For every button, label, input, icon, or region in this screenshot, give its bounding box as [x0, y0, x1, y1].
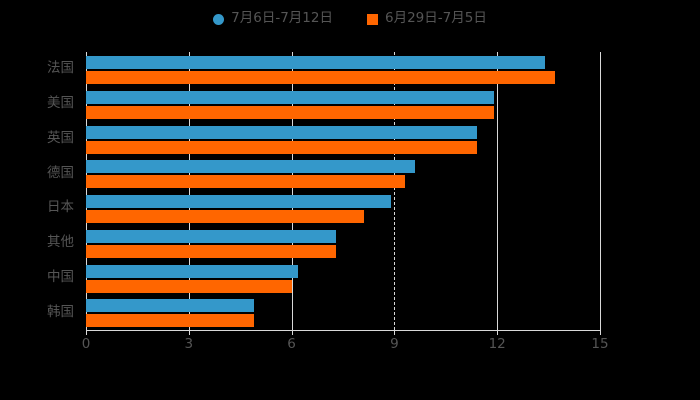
bar-日本-series-1[interactable] — [86, 210, 364, 223]
bar-法国-series-0[interactable] — [86, 56, 546, 69]
bar-韩国-series-0[interactable] — [86, 299, 254, 313]
x-axis-tick — [394, 330, 396, 335]
x-axis-tick-label: 6 — [287, 336, 296, 352]
x-axis-tick — [497, 330, 499, 335]
x-gridline — [291, 52, 293, 330]
x-gridline — [394, 52, 396, 330]
x-axis-tick — [600, 330, 601, 335]
y-axis-label-5: 其他 — [47, 234, 74, 251]
x-gridline — [188, 52, 190, 330]
legend-circle-marker-icon — [213, 13, 225, 25]
x-axis-tick-label: 3 — [184, 336, 194, 352]
bar-韩国-series-1[interactable] — [86, 314, 254, 328]
y-axis-label-3: 德国 — [47, 164, 74, 181]
y-axis-label-0: 法国 — [47, 60, 74, 77]
x-axis-tick — [86, 330, 87, 335]
x-axis-tick-label: 0 — [81, 336, 91, 352]
legend-square-marker-icon — [367, 13, 378, 25]
y-axis-label-2: 英国 — [47, 129, 74, 146]
bar-group — [86, 299, 600, 330]
y-axis-label-4: 日本 — [47, 199, 74, 216]
bar-group — [86, 195, 600, 226]
x-gridline — [600, 52, 601, 330]
bar-法国-series-1[interactable] — [86, 71, 556, 84]
x-axis-tick-label: 9 — [390, 336, 399, 352]
bar-group — [86, 125, 600, 157]
x-axis-tick — [188, 330, 190, 335]
y-axis-label-1: 美国 — [47, 95, 74, 112]
bar-其他-series-0[interactable] — [86, 229, 337, 243]
bar-group — [86, 56, 600, 87]
legend-label-series-1: 6月29日-7月5日 — [385, 10, 487, 27]
y-axis-label-7: 韩国 — [47, 303, 74, 320]
bar-其他-series-1[interactable] — [86, 244, 337, 258]
x-axis-line — [86, 330, 601, 331]
bar-美国-series-1[interactable] — [86, 105, 494, 119]
bar-德国-series-1[interactable] — [86, 175, 405, 189]
x-axis-tick-label: 12 — [488, 336, 506, 352]
bar-英国-series-0[interactable] — [86, 125, 477, 139]
legend-label-series-0: 7月6日-7月12日 — [231, 10, 333, 27]
y-axis-label-6: 中国 — [47, 268, 74, 285]
legend-item-series-1[interactable]: 6月29日-7月5日 — [367, 12, 487, 26]
x-gridline — [497, 52, 499, 330]
bar-英国-series-1[interactable] — [86, 140, 477, 154]
chart-legend: 7月6日-7月12日 6月29日-7月5日 — [0, 6, 700, 32]
bar-美国-series-0[interactable] — [86, 90, 494, 104]
x-axis-tick-label: 15 — [591, 336, 609, 352]
bar-中国-series-0[interactable] — [86, 264, 299, 278]
plot-area — [86, 52, 601, 330]
y-axis-labels: 法国美国英国德国日本其他中国韩国 — [0, 52, 86, 330]
bar-德国-series-0[interactable] — [86, 160, 415, 174]
bar-日本-series-0[interactable] — [86, 195, 391, 208]
bar-中国-series-1[interactable] — [86, 279, 292, 293]
bar-group — [86, 90, 600, 122]
x-axis-tick — [291, 330, 293, 335]
bar-group — [86, 229, 600, 261]
bar-group — [86, 160, 600, 191]
bar-group — [86, 264, 600, 296]
x-gridline — [86, 52, 87, 330]
legend-item-series-0[interactable]: 7月6日-7月12日 — [213, 12, 333, 26]
